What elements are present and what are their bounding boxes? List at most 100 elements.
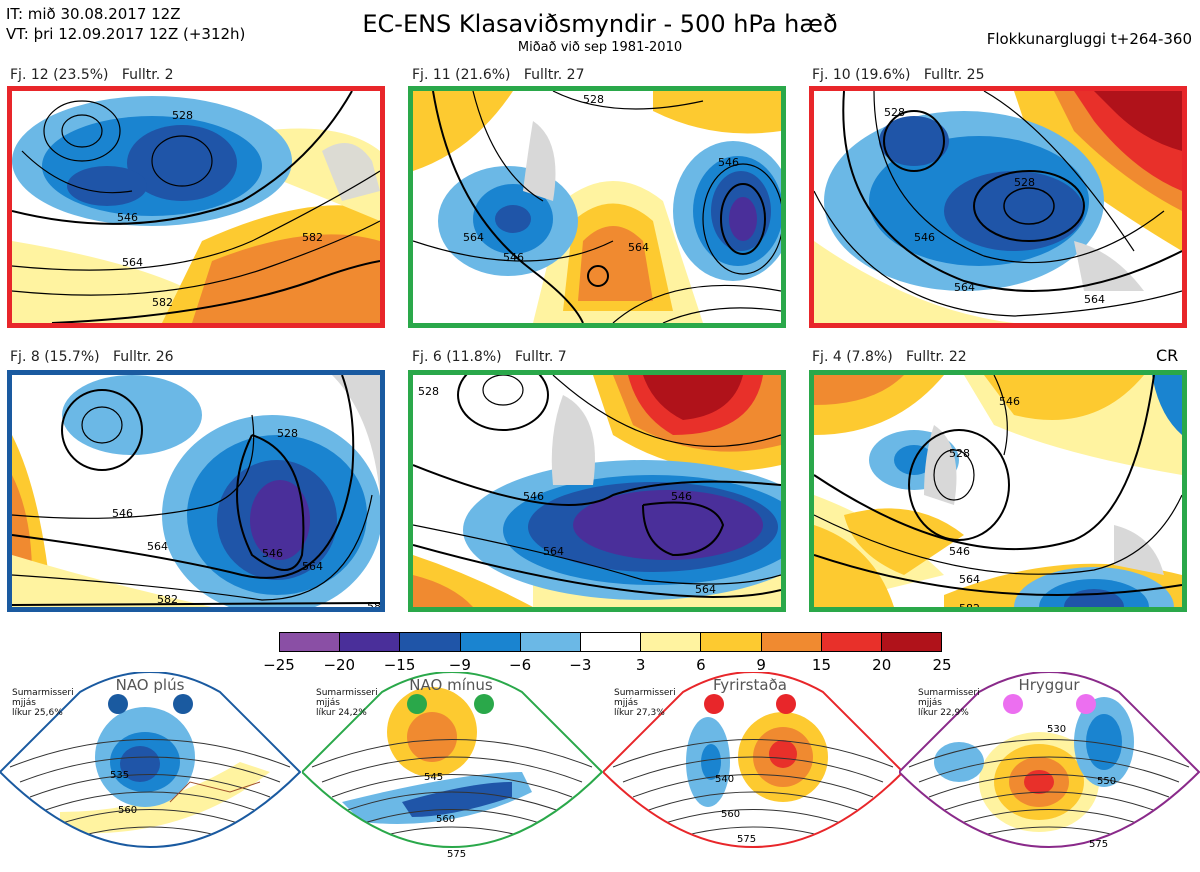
regime-title-nao-plus: NAO plús <box>115 676 185 694</box>
svg-text:546: 546 <box>262 547 283 560</box>
svg-text:546: 546 <box>112 507 133 520</box>
svg-text:564: 564 <box>1084 293 1105 306</box>
cluster-map-panel-12[interactable]: 546 528 564 582 582 <box>7 86 385 328</box>
anomaly-colorbar <box>279 632 942 652</box>
regime-title-ridge: Hryggur <box>1018 676 1080 694</box>
panel-label-2: Fj. 11 (21.6%) Fulltr. 27 <box>412 67 585 83</box>
svg-text:564: 564 <box>954 281 975 294</box>
svg-text:564: 564 <box>543 545 564 558</box>
panel-label-3: Fj. 10 (19.6%) Fulltr. 25 <box>812 67 985 83</box>
panel-label-6: Fj. 4 (7.8%) Fulltr. 22 <box>812 349 967 365</box>
cluster-map-panel-4[interactable]: 546 528 546 564 582 <box>809 370 1187 612</box>
init-time: IT: mið 30.08.2017 12Z <box>6 5 181 23</box>
svg-text:582: 582 <box>152 296 173 309</box>
colorbar-tick-label: 20 <box>872 656 892 674</box>
cluster-map-6: 528 546 546 564 564 <box>413 375 781 607</box>
svg-text:582: 582 <box>367 600 380 607</box>
regime-note-blocking: Sumarmisseri mjjás líkur 27,3% <box>614 688 676 718</box>
svg-text:546: 546 <box>671 490 692 503</box>
svg-text:528: 528 <box>884 106 905 119</box>
panel-label-5: Fj. 6 (11.8%) Fulltr. 7 <box>412 349 567 365</box>
svg-text:546: 546 <box>949 545 970 558</box>
svg-text:564: 564 <box>695 583 716 596</box>
colorbar-swatch <box>641 633 702 651</box>
regime-note-ridge: Sumarmisseri mjjás líkur 22,9% <box>918 688 980 718</box>
svg-text:560: 560 <box>118 805 137 816</box>
svg-text:530: 530 <box>1047 724 1066 735</box>
cluster-map-panel-8[interactable]: 528 546 564 582 546 564 582 <box>7 370 385 612</box>
colorbar-swatch <box>821 633 882 651</box>
valid-time: VT: þri 12.09.2017 12Z (+312h) <box>6 25 246 43</box>
svg-text:564: 564 <box>628 241 649 254</box>
panel-label-4: Fj. 8 (15.7%) Fulltr. 26 <box>10 349 174 365</box>
colorbar-tick-label: −25 <box>263 656 295 674</box>
colorbar-swatch <box>280 633 341 651</box>
colorbar-tick-label: 6 <box>696 656 706 674</box>
svg-text:582: 582 <box>157 593 178 606</box>
svg-text:575: 575 <box>737 834 756 845</box>
regime-map-nao-minus[interactable]: 545 560 575 <box>302 672 604 872</box>
svg-text:582: 582 <box>753 321 774 323</box>
svg-text:550: 550 <box>1097 776 1116 787</box>
svg-text:546: 546 <box>523 490 544 503</box>
page-title: EC-ENS Klasaviðsmyndir - 500 hPa hæð <box>362 10 838 38</box>
corner-tag: CR <box>1156 346 1179 365</box>
colorbar-tick-label: 9 <box>756 656 766 674</box>
svg-text:546: 546 <box>718 156 739 169</box>
colorbar-tick-label: 3 <box>635 656 646 674</box>
svg-text:575: 575 <box>1089 839 1108 850</box>
svg-text:528: 528 <box>949 447 970 460</box>
colorbar-swatch <box>340 633 401 651</box>
colorbar-swatch <box>761 633 822 651</box>
svg-text:582: 582 <box>302 231 323 244</box>
svg-text:545: 545 <box>424 772 443 783</box>
cluster-map-panel-11[interactable]: 528 546 564 546 564 582 <box>408 86 786 328</box>
colorbar-swatch <box>881 633 942 651</box>
colorbar-tick-label: −9 <box>448 656 471 674</box>
svg-text:535: 535 <box>110 770 129 781</box>
svg-text:564: 564 <box>122 256 143 269</box>
svg-text:564: 564 <box>147 540 168 553</box>
run-info: IT: mið 30.08.2017 12Z VT: þri 12.09.201… <box>6 4 245 44</box>
cluster-map-panel-6[interactable]: 528 546 546 564 564 <box>408 370 786 612</box>
svg-text:540: 540 <box>715 774 734 785</box>
regime-map-blocking[interactable]: 540 560 575 <box>603 672 905 872</box>
colorbar-tick-label: −3 <box>569 656 592 674</box>
cluster-map-4: 546 528 546 564 582 <box>814 375 1182 607</box>
svg-text:528: 528 <box>172 109 193 122</box>
colorbar-swatch <box>460 633 521 651</box>
regime-note-nao-plus: Sumarmisseri mjjás líkur 25,6% <box>12 688 74 718</box>
window-label: Flokkunargluggi t+264-360 <box>986 30 1192 48</box>
colorbar-tick-label: −15 <box>383 656 416 674</box>
regime-map-nao-plus[interactable]: 535 560 <box>0 672 302 872</box>
contour-label: 546 <box>117 211 138 224</box>
svg-text:528: 528 <box>1014 176 1035 189</box>
colorbar-tick-label: −20 <box>323 656 356 674</box>
svg-text:575: 575 <box>447 849 466 860</box>
svg-text:564: 564 <box>959 573 980 586</box>
colorbar-tick-label: 15 <box>811 656 831 674</box>
svg-text:564: 564 <box>302 560 323 573</box>
colorbar-swatch <box>400 633 461 651</box>
svg-text:564: 564 <box>463 231 484 244</box>
svg-text:528: 528 <box>583 93 604 106</box>
svg-text:546: 546 <box>999 395 1020 408</box>
colorbar-tick-label: 25 <box>932 656 952 674</box>
colorbar-swatch <box>580 633 642 651</box>
colorbar-swatch <box>701 633 762 651</box>
page-subtitle: Miðað við sep 1981-2010 <box>517 40 683 55</box>
regime-title-nao-minus: NAO mínus <box>409 676 493 694</box>
svg-text:546: 546 <box>914 231 935 244</box>
cluster-map-12: 546 528 564 582 582 <box>12 91 380 323</box>
cluster-map-8: 528 546 564 582 546 564 582 <box>12 375 380 607</box>
regime-note-nao-minus: Sumarmisseri mjjás líkur 24,2% <box>316 688 378 718</box>
cluster-map-11: 528 546 564 546 564 582 <box>413 91 781 323</box>
svg-text:546: 546 <box>503 251 524 264</box>
svg-text:528: 528 <box>277 427 298 440</box>
svg-text:560: 560 <box>436 814 455 825</box>
svg-text:582: 582 <box>959 602 980 607</box>
cluster-map-panel-10[interactable]: 528 528 546 564 564 <box>809 86 1187 328</box>
svg-text:560: 560 <box>721 809 740 820</box>
regime-map-ridge[interactable]: 530 550 575 <box>899 672 1200 872</box>
regime-title-blocking: Fyrirstaða <box>713 676 787 694</box>
